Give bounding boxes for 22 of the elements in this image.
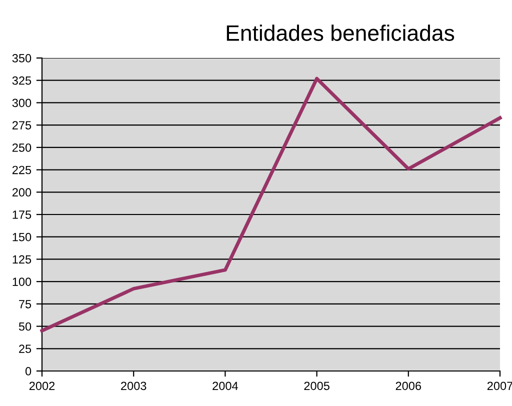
x-tick-label: 2005 xyxy=(304,382,330,390)
y-tick-label: 250 xyxy=(12,143,32,152)
y-tick-label: 275 xyxy=(12,121,32,130)
y-tick-label: 125 xyxy=(12,255,32,264)
y-tick-label: 175 xyxy=(12,210,32,219)
y-tick-label: 100 xyxy=(12,278,32,286)
y-tick-label: 225 xyxy=(12,166,32,174)
y-tick-label: 325 xyxy=(12,76,32,85)
x-tick-label: 2002 xyxy=(29,382,55,390)
line-series xyxy=(40,76,502,332)
y-tick-label: 75 xyxy=(19,300,32,308)
x-tick-label: 2004 xyxy=(212,382,238,390)
y-tick-label: 350 xyxy=(12,54,32,62)
y-tick-label: 200 xyxy=(12,188,32,197)
chart-title: Entidades beneficiadas xyxy=(226,24,454,41)
y-tick-label: 50 xyxy=(18,322,32,331)
y-tick-label: 0 xyxy=(25,367,32,376)
y-tick-label: 25 xyxy=(19,344,32,354)
x-tick-label: 2006 xyxy=(396,382,422,390)
y-tick-label: 150 xyxy=(12,232,32,242)
y-tick-label: 300 xyxy=(12,98,32,108)
x-tick-label: 2003 xyxy=(121,382,146,390)
